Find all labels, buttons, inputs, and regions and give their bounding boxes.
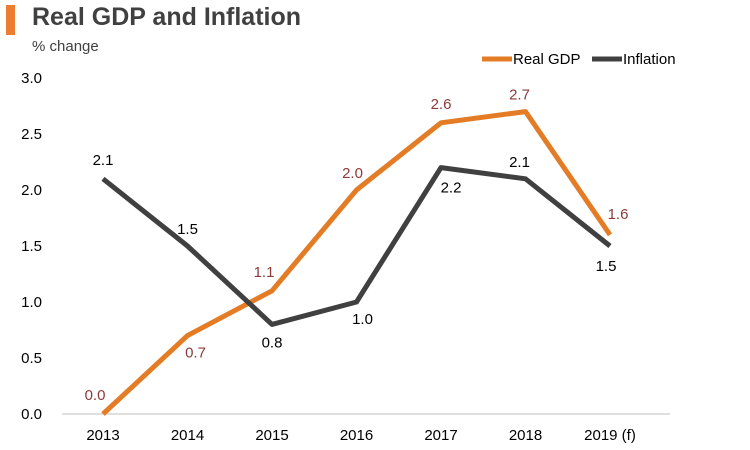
x-axis: 2013 2014 2015 2016 2017 2018 2019 (f) [62, 413, 670, 444]
x-tick-label: 2013 [86, 427, 119, 444]
data-label-real-gdp: 1.6 [608, 206, 629, 223]
data-label-inflation: 0.8 [262, 334, 283, 351]
y-tick-label: 3.0 [21, 70, 42, 87]
x-tick-label: 2019 (f) [584, 427, 636, 444]
y-axis-unit-label: % change [32, 38, 99, 55]
data-label-real-gdp: 0.0 [85, 387, 106, 404]
series-lines [101, 109, 613, 416]
y-axis: 0.0 0.5 1.0 1.5 2.0 2.5 3.0 [21, 70, 42, 423]
x-tick-label: 2014 [171, 427, 204, 444]
y-tick-label: 2.0 [21, 182, 42, 199]
series-line-inflation [101, 165, 612, 327]
data-label-inflation: 2.1 [93, 152, 114, 169]
title-accent-bar [6, 5, 15, 35]
y-tick-label: 0.0 [21, 406, 42, 423]
series-line-real-gdp [101, 109, 613, 416]
data-label-inflation: 2.1 [509, 154, 530, 171]
data-label-real-gdp: 2.6 [431, 96, 452, 113]
x-tick-label: 2016 [340, 427, 373, 444]
x-tick-label: 2017 [424, 427, 457, 444]
legend: Real GDP Inflation [482, 51, 676, 68]
y-tick-label: 1.5 [21, 238, 42, 255]
data-label-inflation: 2.2 [441, 180, 462, 197]
legend-label: Inflation [623, 51, 676, 68]
data-label-inflation: 1.5 [596, 258, 617, 275]
y-tick-label: 1.0 [21, 294, 42, 311]
legend-label: Real GDP [513, 51, 581, 68]
x-tick-label: 2015 [255, 427, 288, 444]
data-label-real-gdp: 0.7 [185, 345, 206, 362]
data-label-real-gdp: 1.1 [254, 264, 275, 281]
y-tick-label: 0.5 [21, 350, 42, 367]
x-tick-label: 2018 [509, 427, 542, 444]
y-tick-label: 2.5 [21, 126, 42, 143]
data-label-inflation: 1.5 [177, 221, 198, 238]
data-labels: 0.0 0.7 1.1 2.0 2.6 2.7 1.6 2.1 1.5 0.8 1.0 2.2 2.1 1… [85, 87, 629, 404]
data-label-inflation: 1.0 [352, 311, 373, 328]
data-label-real-gdp: 2.0 [342, 165, 363, 182]
data-label-real-gdp: 2.7 [509, 87, 530, 104]
chart-title: Real GDP and Inflation [32, 3, 302, 31]
